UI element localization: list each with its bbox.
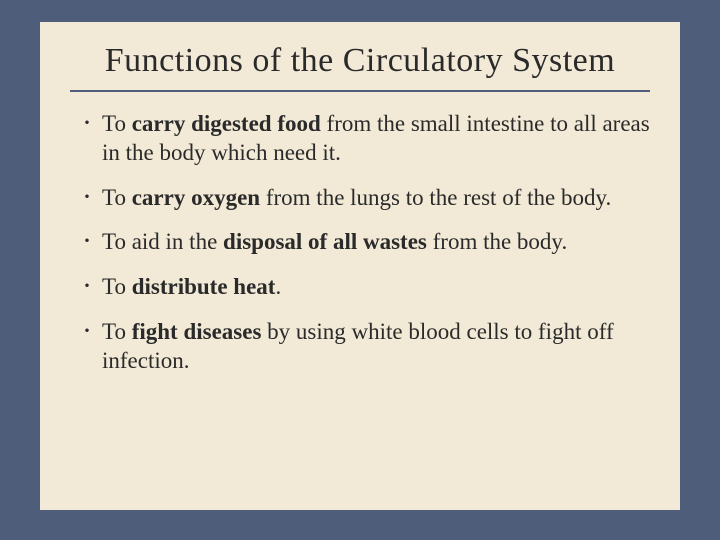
bullet-text-bold: carry oxygen <box>132 185 260 210</box>
bullet-text-post: from the lungs to the rest of the body. <box>260 185 611 210</box>
bullet-text-pre: To <box>102 274 132 299</box>
bullet-text-post: from the body. <box>427 229 567 254</box>
bullet-text-bold: distribute heat <box>132 274 276 299</box>
bullet-text-pre: To aid in the <box>102 229 223 254</box>
bullet-text-bold: fight diseases <box>132 319 262 344</box>
slide-content: Functions of the Circulatory System To c… <box>40 22 680 510</box>
list-item: To distribute heat. <box>78 273 650 302</box>
bullet-text-bold: disposal of all wastes <box>223 229 427 254</box>
list-item: To carry oxygen from the lungs to the re… <box>78 184 650 213</box>
bullet-list: To carry digested food from the small in… <box>70 110 650 375</box>
slide-title: Functions of the Circulatory System <box>70 42 650 92</box>
slide-frame: Functions of the Circulatory System To c… <box>0 0 720 540</box>
bullet-text-pre: To <box>102 111 132 136</box>
bullet-text-pre: To <box>102 319 132 344</box>
bullet-text-bold: carry digested food <box>132 111 321 136</box>
list-item: To aid in the disposal of all wastes fro… <box>78 228 650 257</box>
bullet-text-pre: To <box>102 185 132 210</box>
list-item: To carry digested food from the small in… <box>78 110 650 168</box>
bullet-text-post: . <box>275 274 281 299</box>
list-item: To fight diseases by using white blood c… <box>78 318 650 376</box>
